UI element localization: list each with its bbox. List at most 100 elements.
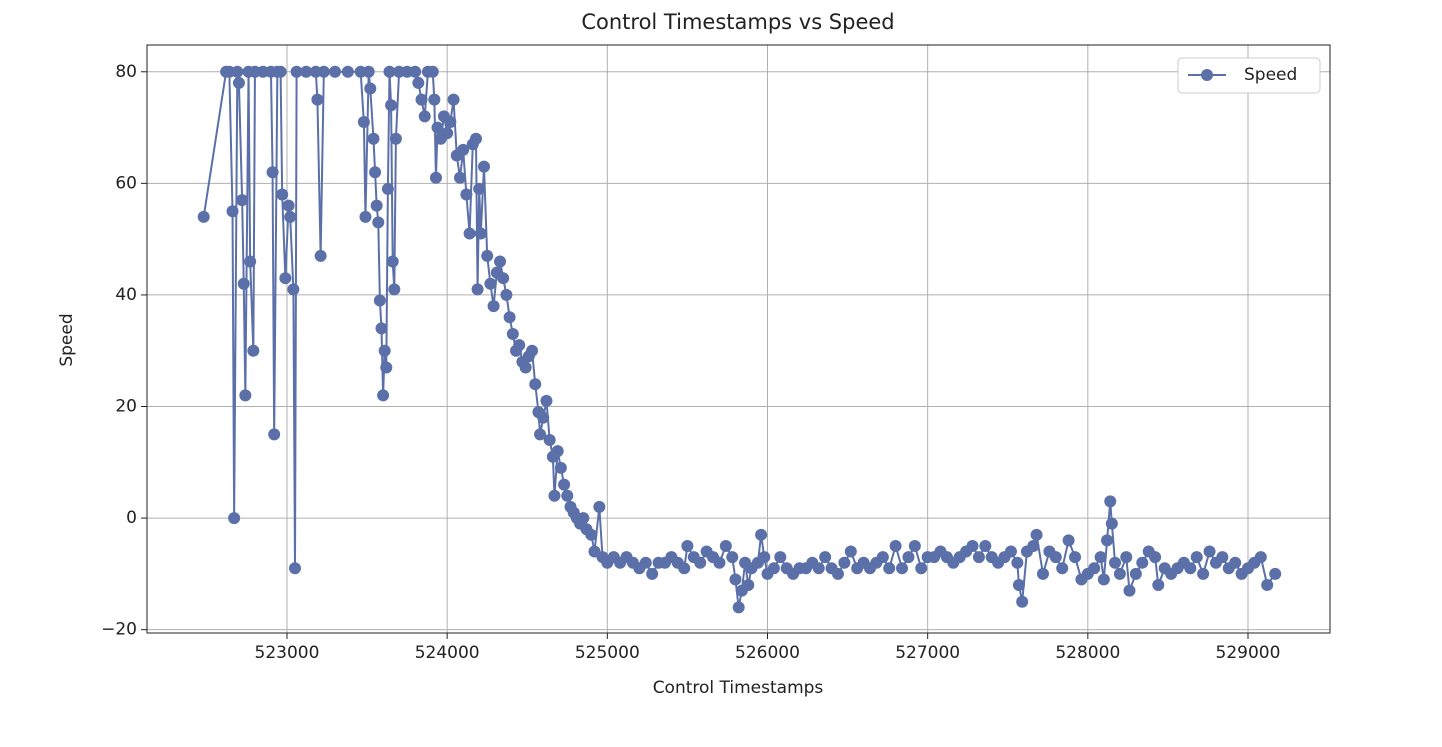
- data-point: [1152, 579, 1165, 592]
- data-point: [473, 182, 486, 195]
- data-point: [1261, 579, 1274, 592]
- y-tick-label: 0: [126, 508, 137, 528]
- data-point: [883, 562, 896, 575]
- data-point: [431, 121, 444, 134]
- data-point: [463, 227, 476, 240]
- data-point: [1056, 562, 1069, 575]
- data-point: [831, 567, 844, 580]
- data-point: [244, 255, 257, 268]
- data-point: [1012, 579, 1025, 592]
- data-point: [558, 478, 571, 491]
- plot-frame: [146, 44, 1331, 634]
- data-point: [876, 551, 889, 564]
- legend-box: [1177, 57, 1321, 94]
- data-point: [1136, 556, 1149, 569]
- data-point: [1269, 567, 1282, 580]
- y-tick-label: 40: [115, 285, 137, 305]
- data-point: [415, 93, 428, 106]
- data-point: [593, 500, 606, 513]
- data-point: [681, 539, 694, 552]
- data-point: [1203, 545, 1216, 558]
- data-point: [694, 556, 707, 569]
- data-point: [370, 199, 383, 212]
- y-axis-label: Speed: [57, 313, 77, 366]
- chart-title: Control Timestamps vs Speed: [581, 10, 894, 34]
- data-point: [317, 65, 330, 78]
- data-point: [506, 327, 519, 340]
- data-point: [1149, 551, 1162, 564]
- x-axis-label: Control Timestamps: [653, 678, 824, 698]
- data-point: [1109, 556, 1122, 569]
- x-tick-label: 525000: [575, 643, 640, 663]
- data-point: [819, 551, 832, 564]
- data-point: [729, 573, 742, 586]
- data-point: [226, 205, 239, 218]
- data-point: [453, 171, 466, 184]
- data-point: [279, 272, 292, 285]
- data-point: [412, 76, 425, 89]
- data-point: [457, 143, 470, 156]
- data-point: [908, 539, 921, 552]
- data-point: [812, 562, 825, 575]
- data-point: [1101, 534, 1114, 547]
- y-tick-label: −20: [101, 620, 137, 640]
- legend-marker: [1201, 69, 1213, 81]
- data-point: [577, 512, 590, 525]
- y-tick-label: 80: [115, 62, 137, 82]
- data-point: [385, 99, 398, 112]
- x-tick-label: 529000: [1216, 643, 1281, 663]
- data-point: [1113, 567, 1126, 580]
- data-point: [268, 428, 281, 441]
- data-point: [529, 378, 542, 391]
- y-tick-label: 60: [115, 173, 137, 193]
- data-point: [646, 567, 659, 580]
- x-tick-label: 523000: [255, 643, 320, 663]
- data-point: [513, 339, 526, 352]
- data-point: [902, 551, 915, 564]
- data-point: [300, 65, 313, 78]
- data-point: [639, 556, 652, 569]
- data-point: [561, 489, 574, 502]
- data-point: [503, 311, 516, 324]
- data-point: [838, 556, 851, 569]
- data-point: [388, 283, 401, 296]
- data-point: [239, 389, 252, 402]
- data-point: [369, 166, 382, 179]
- data-point: [426, 65, 439, 78]
- data-point: [282, 199, 295, 212]
- data-point: [1229, 556, 1242, 569]
- data-point: [232, 76, 245, 89]
- data-point: [266, 166, 279, 179]
- data-point: [311, 93, 324, 106]
- data-point: [1129, 567, 1142, 580]
- data-point: [362, 65, 375, 78]
- data-point: [469, 132, 482, 145]
- data-point: [373, 294, 386, 307]
- data-point: [1011, 556, 1024, 569]
- data-point: [471, 283, 484, 296]
- data-point: [284, 210, 297, 223]
- data-point: [357, 115, 370, 128]
- data-point: [290, 65, 303, 78]
- data-point: [274, 65, 287, 78]
- data-point: [494, 255, 507, 268]
- data-point: [444, 115, 457, 128]
- data-point: [1004, 545, 1017, 558]
- data-point: [732, 601, 745, 614]
- data-point: [1049, 551, 1062, 564]
- data-point: [500, 288, 513, 301]
- data-point: [1105, 517, 1118, 530]
- data-point: [341, 65, 354, 78]
- data-point: [287, 283, 300, 296]
- data-point: [377, 389, 390, 402]
- data-point: [389, 132, 402, 145]
- data-point: [1197, 567, 1210, 580]
- data-point: [288, 562, 301, 575]
- data-point: [534, 428, 547, 441]
- data-point: [915, 562, 928, 575]
- data-point: [678, 562, 691, 575]
- data-point: [719, 539, 732, 552]
- data-point: [554, 461, 567, 474]
- data-point: [585, 528, 598, 541]
